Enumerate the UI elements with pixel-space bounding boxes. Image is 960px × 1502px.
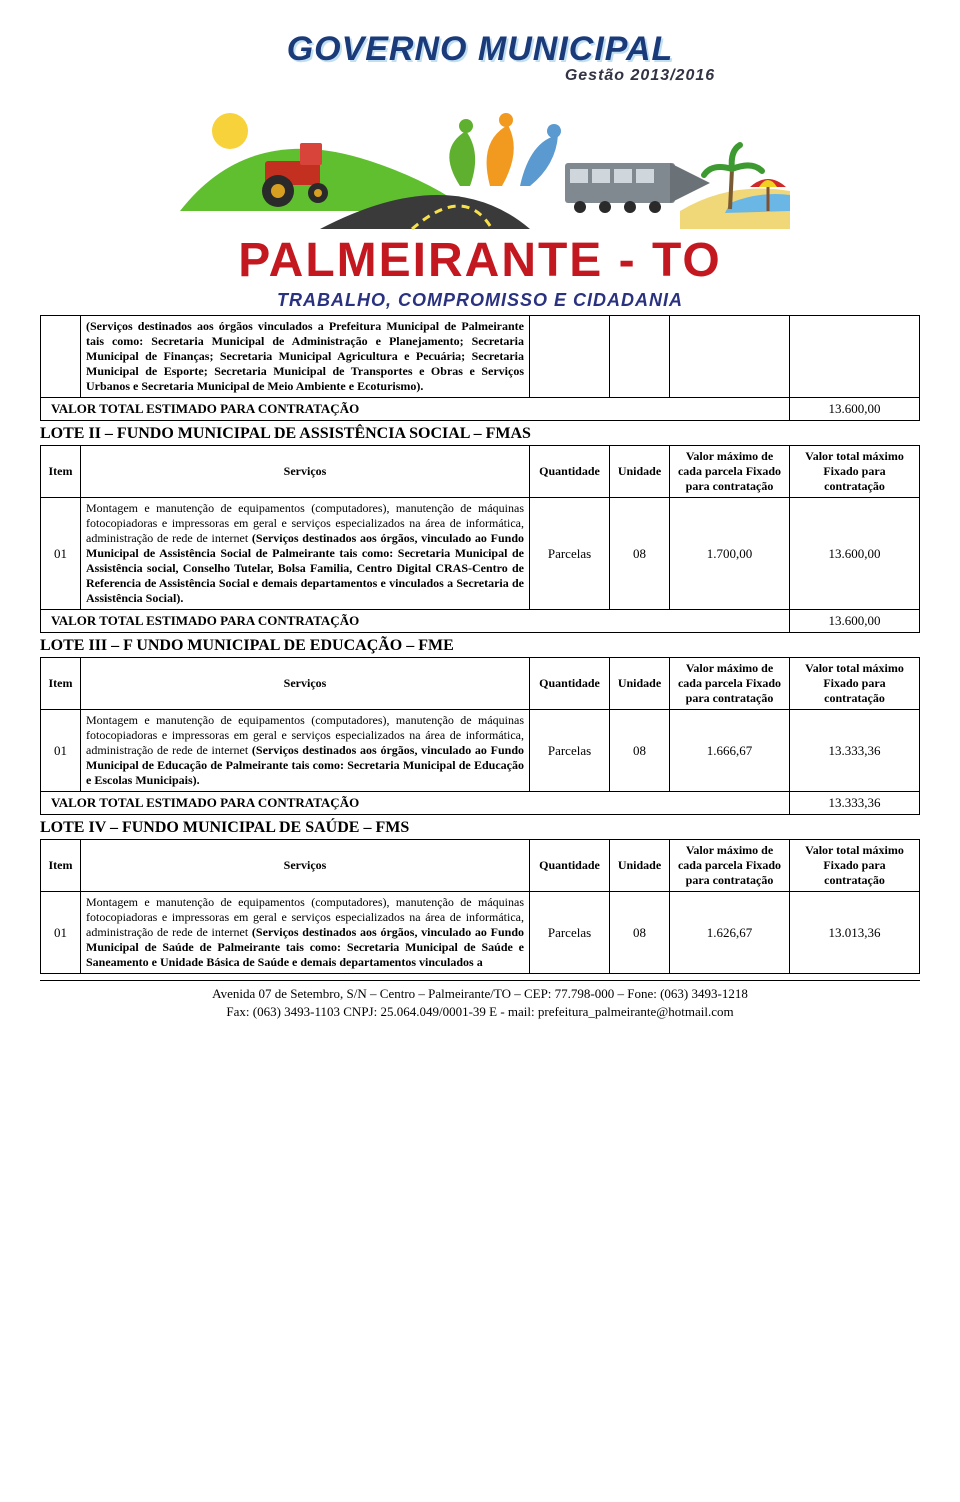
municipio-title: PALMEIRANTE - TO: [40, 233, 920, 288]
table-row: 01 Montagem e manutenção de equipamentos…: [41, 892, 920, 974]
lote1-serv-bold: (Serviços destinados aos órgãos vinculad…: [86, 319, 524, 393]
hdr-qtd: Quantidade: [530, 446, 610, 498]
cell-unid: 08: [610, 498, 670, 610]
lote1-total-value: 13.600,00: [790, 398, 920, 421]
hdr-serv: Serviços: [81, 658, 530, 710]
lote4-table: Item Serviços Quantidade Unidade Valor m…: [40, 839, 920, 974]
hdr-unid: Unidade: [610, 658, 670, 710]
cell-val1: 1.666,67: [670, 710, 790, 792]
table-header-row: Item Serviços Quantidade Unidade Valor m…: [41, 840, 920, 892]
lote3-total-label: VALOR TOTAL ESTIMADO PARA CONTRATAÇÃO: [41, 792, 790, 815]
table-row: 01 Montagem e manutenção de equipamentos…: [41, 710, 920, 792]
gov-title: GOVERNO MUNICIPAL: [40, 30, 920, 69]
hdr-serv: Serviços: [81, 840, 530, 892]
hdr-item: Item: [41, 446, 81, 498]
lote3-title: LOTE III – F UNDO MUNICIPAL DE EDUCAÇÃO …: [40, 635, 920, 657]
hdr-val1: Valor máximo de cada parcela Fixado para…: [670, 446, 790, 498]
lote2-total-label: VALOR TOTAL ESTIMADO PARA CONTRATAÇÃO: [41, 610, 790, 633]
slogan: TRABALHO, COMPROMISSO E CIDADANIA: [40, 290, 920, 311]
cell-item: 01: [41, 498, 81, 610]
hdr-qtd: Quantidade: [530, 658, 610, 710]
cell-serv: Montagem e manutenção de equipamentos (c…: [81, 892, 530, 974]
hdr-qtd: Quantidade: [530, 840, 610, 892]
cell-serv: Montagem e manutenção de equipamentos (c…: [81, 498, 530, 610]
lote2-title: LOTE II – FUNDO MUNICIPAL DE ASSISTÊNCIA…: [40, 423, 920, 445]
hdr-unid: Unidade: [610, 840, 670, 892]
cell-unid: 08: [610, 892, 670, 974]
cell-val2: 13.333,36: [790, 710, 920, 792]
lote2-table: Item Serviços Quantidade Unidade Valor m…: [40, 445, 920, 633]
cell-val2: 13.600,00: [790, 498, 920, 610]
header-banner: GOVERNO MUNICIPAL Gestão 2013/2016: [40, 30, 920, 311]
hdr-serv: Serviços: [81, 446, 530, 498]
gestao-subtitle: Gestão 2013/2016: [360, 67, 920, 85]
cell-item: 01: [41, 710, 81, 792]
hdr-item: Item: [41, 658, 81, 710]
cell-val1: 1.626,67: [670, 892, 790, 974]
cell-qtd: Parcelas: [530, 710, 610, 792]
table-header-row: Item Serviços Quantidade Unidade Valor m…: [41, 658, 920, 710]
cell-serv: Montagem e manutenção de equipamentos (c…: [81, 710, 530, 792]
cell-unid: 08: [610, 710, 670, 792]
table-header-row: Item Serviços Quantidade Unidade Valor m…: [41, 446, 920, 498]
footer: Avenida 07 de Setembro, S/N – Centro – P…: [40, 985, 920, 1020]
cell-qtd: Parcelas: [530, 498, 610, 610]
lote3-total-row: VALOR TOTAL ESTIMADO PARA CONTRATAÇÃO 13…: [41, 792, 920, 815]
footer-line-1: Avenida 07 de Setembro, S/N – Centro – P…: [40, 985, 920, 1003]
cell-val1: 1.700,00: [670, 498, 790, 610]
lote1-total-label: VALOR TOTAL ESTIMADO PARA CONTRATAÇÃO: [41, 398, 790, 421]
lote1-total-row: VALOR TOTAL ESTIMADO PARA CONTRATAÇÃO 13…: [41, 398, 920, 421]
hdr-val1: Valor máximo de cada parcela Fixado para…: [670, 840, 790, 892]
lote3-total-value: 13.333,36: [790, 792, 920, 815]
cell-item: 01: [41, 892, 81, 974]
hdr-item: Item: [41, 840, 81, 892]
hdr-val2: Valor total máximo Fixado para contrataç…: [790, 446, 920, 498]
cell-val2: 13.013,36: [790, 892, 920, 974]
lote3-table: Item Serviços Quantidade Unidade Valor m…: [40, 657, 920, 815]
table-row: 01 Montagem e manutenção de equipamentos…: [41, 498, 920, 610]
hdr-val2: Valor total máximo Fixado para contrataç…: [790, 658, 920, 710]
cell-qtd: Parcelas: [530, 892, 610, 974]
footer-divider: [40, 980, 920, 981]
footer-line-2: Fax: (063) 3493-1103 CNPJ: 25.064.049/00…: [40, 1003, 920, 1021]
banner-illustration: [170, 91, 790, 231]
lote4-title: LOTE IV – FUNDO MUNICIPAL DE SAÚDE – FMS: [40, 817, 920, 839]
lote2-total-row: VALOR TOTAL ESTIMADO PARA CONTRATAÇÃO 13…: [41, 610, 920, 633]
lote1-tail-table: (Serviços destinados aos órgãos vinculad…: [40, 315, 920, 421]
lote2-total-value: 13.600,00: [790, 610, 920, 633]
hdr-val1: Valor máximo de cada parcela Fixado para…: [670, 658, 790, 710]
hdr-val2: Valor total máximo Fixado para contrataç…: [790, 840, 920, 892]
table-row: (Serviços destinados aos órgãos vinculad…: [41, 316, 920, 398]
hdr-unid: Unidade: [610, 446, 670, 498]
